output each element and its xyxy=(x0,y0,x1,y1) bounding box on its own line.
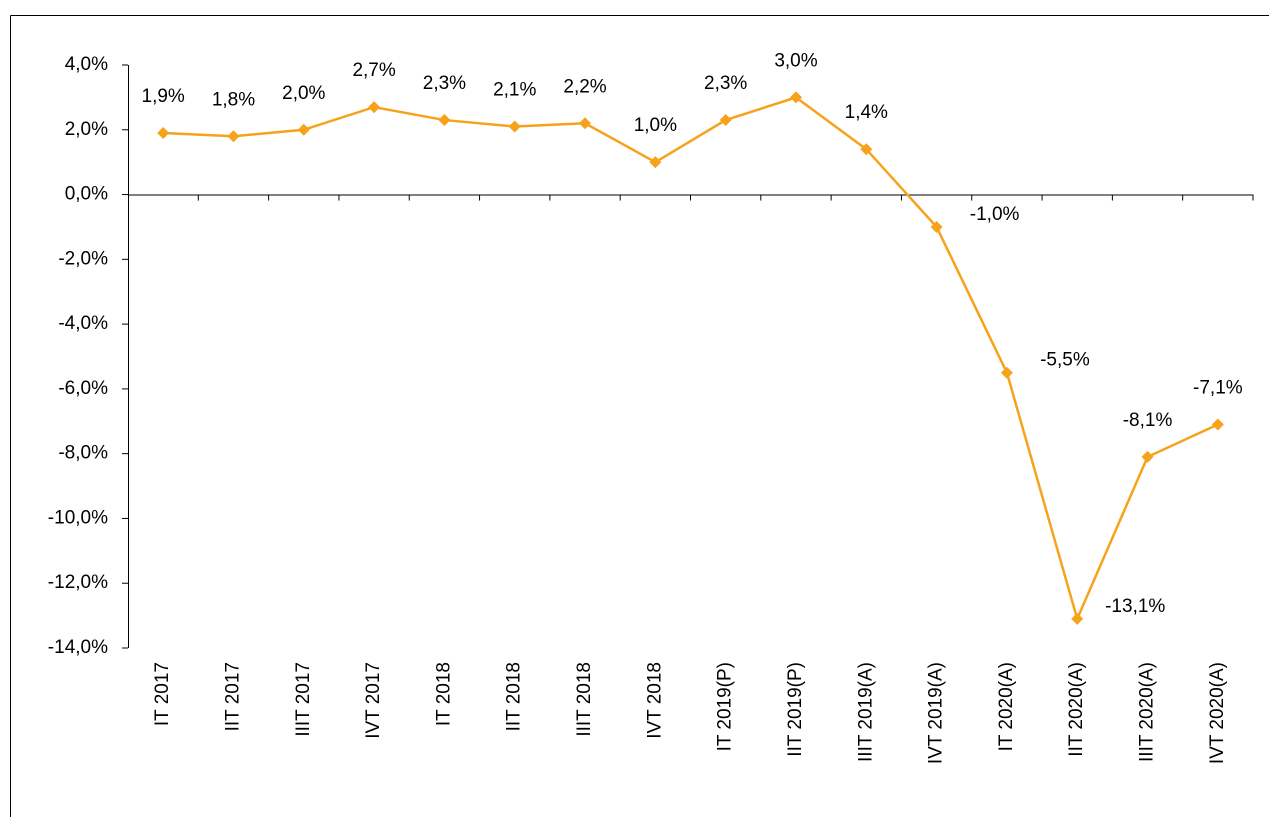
x-tick-label: IT 2018 xyxy=(433,662,454,726)
y-tick-label: -10,0% xyxy=(48,507,108,528)
x-tick-label: IVT 2020(A) xyxy=(1207,662,1228,764)
y-tick-label: -12,0% xyxy=(48,572,108,593)
marker xyxy=(1000,366,1013,379)
data-label: 2,3% xyxy=(704,73,747,94)
y-tick-label: -6,0% xyxy=(58,378,108,399)
data-label: -13,1% xyxy=(1105,596,1165,617)
x-tick-label: IIT 2020(A) xyxy=(1066,662,1087,757)
data-label: -8,1% xyxy=(1123,410,1173,431)
marker xyxy=(1071,612,1084,625)
y-tick-label: -4,0% xyxy=(58,313,108,334)
marker xyxy=(297,123,310,136)
y-tick-label: 4,0% xyxy=(65,54,108,75)
x-tick-label: IVT 2017 xyxy=(363,662,384,739)
marker xyxy=(789,91,802,104)
marker xyxy=(227,130,240,143)
x-tick-label: IT 2020(A) xyxy=(996,662,1017,751)
data-label: -7,1% xyxy=(1193,378,1243,399)
x-tick-label: IIT 2019(P) xyxy=(785,662,806,757)
x-tick-label: IT 2019(P) xyxy=(715,662,736,751)
data-label: 1,4% xyxy=(845,102,888,123)
x-tick-label: IT 2017 xyxy=(152,662,173,726)
marker xyxy=(438,114,451,127)
y-tick-label: 2,0% xyxy=(65,119,108,140)
y-tick-label: -2,0% xyxy=(58,248,108,269)
data-label: 1,9% xyxy=(142,86,185,107)
y-tick-label: 0,0% xyxy=(65,184,108,205)
data-label: 2,1% xyxy=(493,80,536,101)
marker xyxy=(719,114,732,127)
marker xyxy=(368,101,381,114)
marker xyxy=(508,120,521,133)
data-label: 2,3% xyxy=(423,73,466,94)
marker xyxy=(1141,450,1154,463)
x-tick-label: IVT 2018 xyxy=(644,662,665,739)
marker xyxy=(649,156,662,169)
marker xyxy=(930,220,943,233)
x-tick-label: IIIT 2019(A) xyxy=(855,662,876,762)
data-label: 1,0% xyxy=(634,115,677,136)
line xyxy=(163,96,1219,623)
marker xyxy=(157,127,170,140)
x-tick-label: IIT 2018 xyxy=(504,662,525,731)
y-tick-label: -8,0% xyxy=(58,443,108,464)
marker xyxy=(1211,418,1224,431)
data-label: -5,5% xyxy=(1040,350,1090,371)
data-label: -1,0% xyxy=(970,204,1020,225)
x-tick-label: IVT 2019(A) xyxy=(926,662,947,764)
data-label: 3,0% xyxy=(774,50,817,71)
marker xyxy=(860,143,873,156)
data-label: 2,0% xyxy=(282,83,325,104)
y-tick-label: -14,0% xyxy=(48,637,108,658)
x-tick-label: IIIT 2018 xyxy=(574,662,595,737)
data-label: 2,2% xyxy=(563,76,606,97)
x-tick-label: IIIT 2017 xyxy=(293,662,314,737)
marker xyxy=(579,117,592,130)
x-tick-label: IIIT 2020(A) xyxy=(1137,662,1158,762)
data-label: 1,8% xyxy=(212,89,255,110)
x-tick-label: IIT 2017 xyxy=(222,662,243,731)
data-label: 2,7% xyxy=(352,60,395,81)
